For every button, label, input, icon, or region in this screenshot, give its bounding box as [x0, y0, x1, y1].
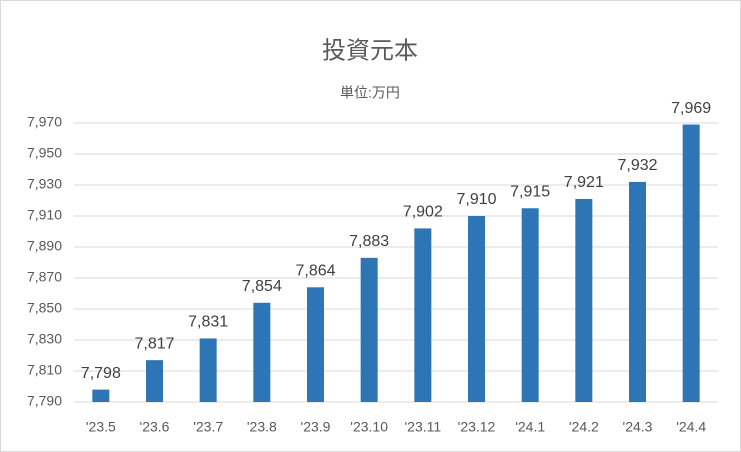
value-label: 7,864	[295, 263, 335, 280]
bar	[253, 302, 271, 402]
bar	[307, 287, 324, 402]
y-tick-label: 7,930	[27, 176, 62, 192]
value-label: 7,902	[403, 204, 443, 221]
value-label: 7,915	[510, 183, 550, 200]
chart-subtitle: 単位:万円	[340, 85, 400, 101]
chart-title: 投資元本	[322, 37, 418, 64]
value-label: 7,854	[242, 278, 282, 295]
value-label: 7,831	[188, 314, 228, 331]
y-tick-label: 7,870	[27, 269, 62, 285]
value-label: 7,910	[456, 191, 496, 208]
y-tick-label: 7,790	[27, 393, 62, 409]
y-tick-label: 7,890	[27, 238, 62, 254]
x-tick-label: '23.5	[86, 419, 116, 435]
value-label: 7,883	[349, 233, 389, 250]
bar	[360, 257, 378, 402]
x-tick-label: '23.11	[404, 419, 441, 435]
x-tick-label: '24.4	[676, 419, 706, 435]
x-tick-label: '24.1	[515, 419, 545, 435]
x-tick-label: '24.3	[623, 419, 653, 435]
y-tick-label: 7,830	[27, 331, 62, 347]
bar	[414, 228, 432, 402]
value-label: 7,798	[81, 365, 121, 382]
bar	[521, 208, 539, 402]
bar	[468, 216, 485, 402]
bar	[575, 198, 593, 402]
bar	[92, 389, 110, 402]
value-label: 7,969	[671, 100, 711, 117]
y-tick-label: 7,810	[27, 362, 62, 378]
value-label: 7,921	[564, 174, 604, 191]
x-tick-label: '23.12	[458, 419, 496, 435]
bar	[629, 181, 646, 402]
value-label: 7,932	[617, 157, 657, 174]
x-tick-label: '23.9	[301, 419, 331, 435]
value-label: 7,817	[134, 335, 174, 352]
y-tick-label: 7,850	[27, 300, 62, 316]
y-tick-label: 7,970	[27, 114, 62, 130]
x-tick-label: '23.8	[247, 419, 277, 435]
bar	[146, 360, 163, 402]
x-tick-label: '24.2	[569, 419, 599, 435]
bar	[199, 338, 217, 402]
bar	[682, 124, 700, 403]
x-tick-label: '23.6	[140, 419, 170, 435]
y-tick-label: 7,910	[27, 207, 62, 223]
x-tick-label: '23.10	[350, 419, 388, 435]
x-tick-label: '23.7	[193, 419, 223, 435]
y-tick-label: 7,950	[27, 145, 62, 161]
